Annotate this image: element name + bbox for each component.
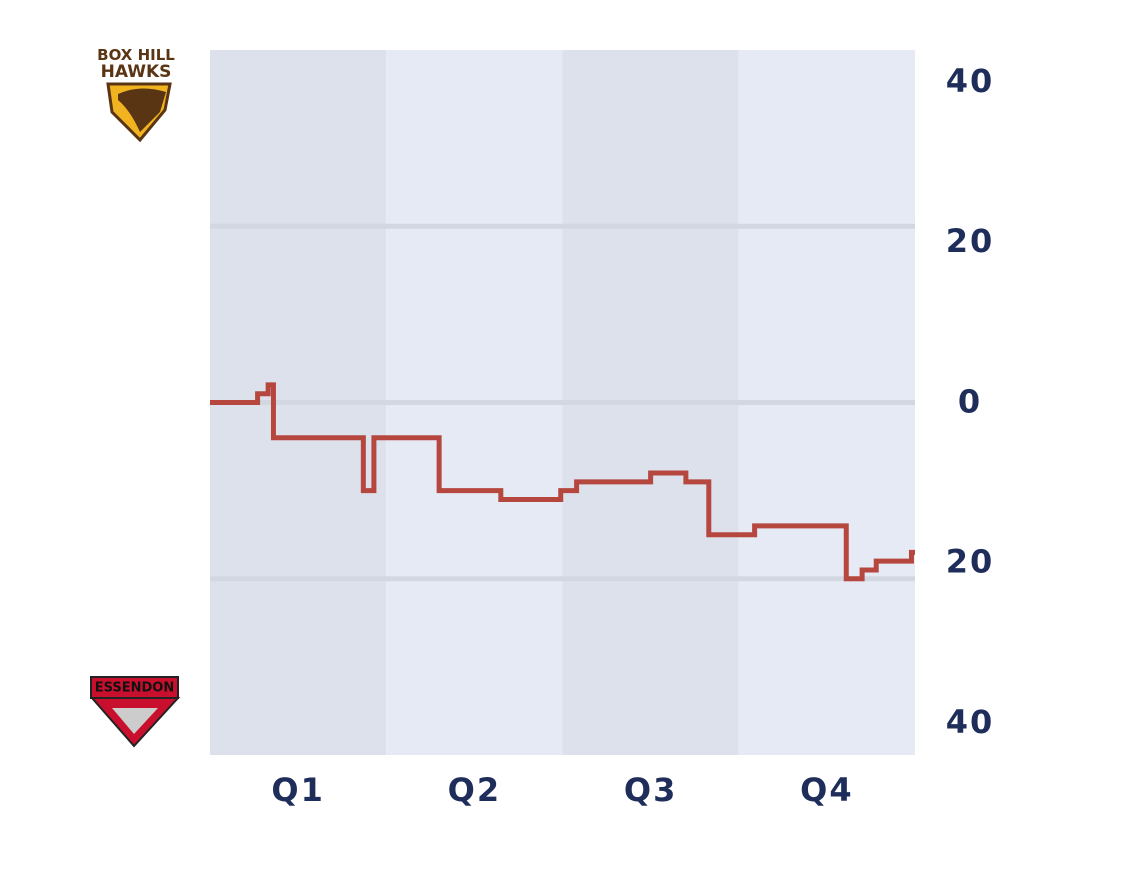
x-tick-label: Q1 — [271, 771, 324, 809]
logo-text: HAWKS — [101, 62, 172, 82]
y-tick-label: 40 — [946, 703, 995, 741]
logo-text: BOX HILL — [97, 46, 175, 64]
logo-text: ESSENDON — [95, 681, 175, 696]
x-tick-label: Q2 — [448, 771, 501, 809]
x-tick-label: Q4 — [800, 771, 853, 809]
margin-line — [210, 382, 915, 582]
y-tick-label: 20 — [946, 543, 995, 581]
y-tick-label: 40 — [946, 62, 995, 100]
logo-top: BOX HILL HAWKS — [97, 46, 175, 143]
plot: Q1 Q2 Q3 Q4 40 20 0 20 40 — [210, 50, 995, 809]
y-tick-label: 20 — [946, 222, 995, 260]
y-tick-label: 0 — [958, 382, 982, 420]
x-tick-label: Q3 — [624, 771, 677, 809]
logo-bottom: ESSENDON — [89, 676, 181, 748]
